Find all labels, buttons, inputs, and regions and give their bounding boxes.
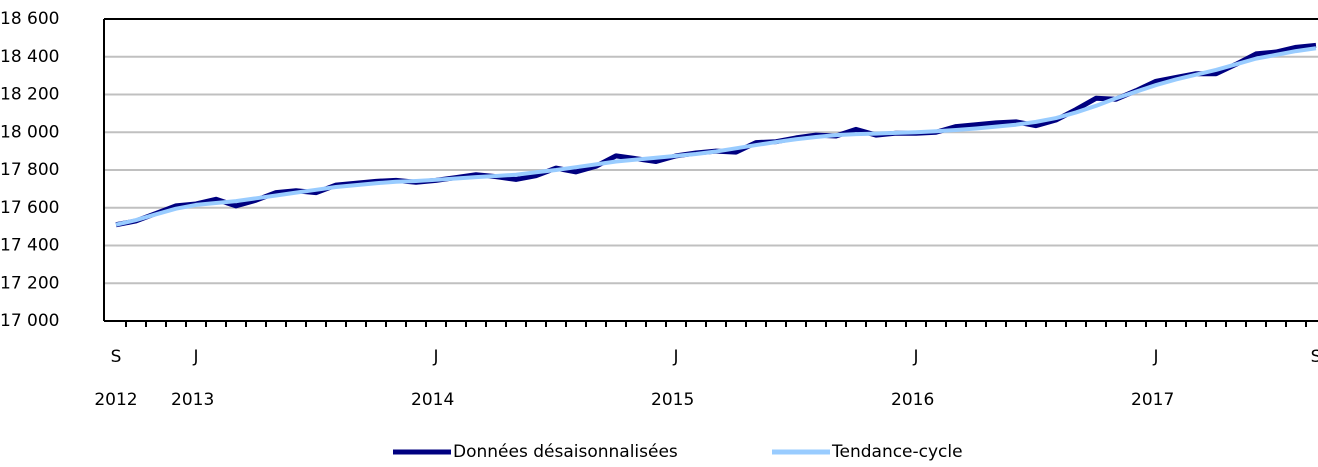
year-label: 2013 <box>171 390 214 410</box>
legend-label: Données désaisonnalisées <box>453 442 678 462</box>
y-tick-label: 17 600 <box>0 198 59 218</box>
year-label: 2017 <box>1131 390 1174 410</box>
year-label: 2014 <box>411 390 454 410</box>
x-tick-label: S <box>1311 347 1318 367</box>
year-label: 2012 <box>94 390 137 410</box>
x-tick-label: J <box>912 347 918 367</box>
series-line <box>115 42 1317 228</box>
x-tick-label: J <box>1152 347 1158 367</box>
y-tick-label: 18 400 <box>0 47 59 67</box>
year-label: 2016 <box>891 390 934 410</box>
x-tick-label: S <box>111 347 122 367</box>
y-tick-label: 18 000 <box>0 122 59 142</box>
x-tick-label: J <box>192 347 198 367</box>
y-tick-label: 18 600 <box>0 9 59 29</box>
series-line <box>115 46 1317 227</box>
x-tick-label: J <box>432 347 438 367</box>
y-tick-label: 17 400 <box>0 236 59 256</box>
y-tick-label: 18 200 <box>0 85 59 105</box>
y-tick-label: 17 000 <box>0 311 59 331</box>
x-tick-label: J <box>672 347 678 367</box>
y-tick-label: 17 800 <box>0 160 59 180</box>
legend-label: Tendance-cycle <box>831 442 963 462</box>
y-tick-label: 17 200 <box>0 273 59 293</box>
year-label: 2015 <box>651 390 694 410</box>
